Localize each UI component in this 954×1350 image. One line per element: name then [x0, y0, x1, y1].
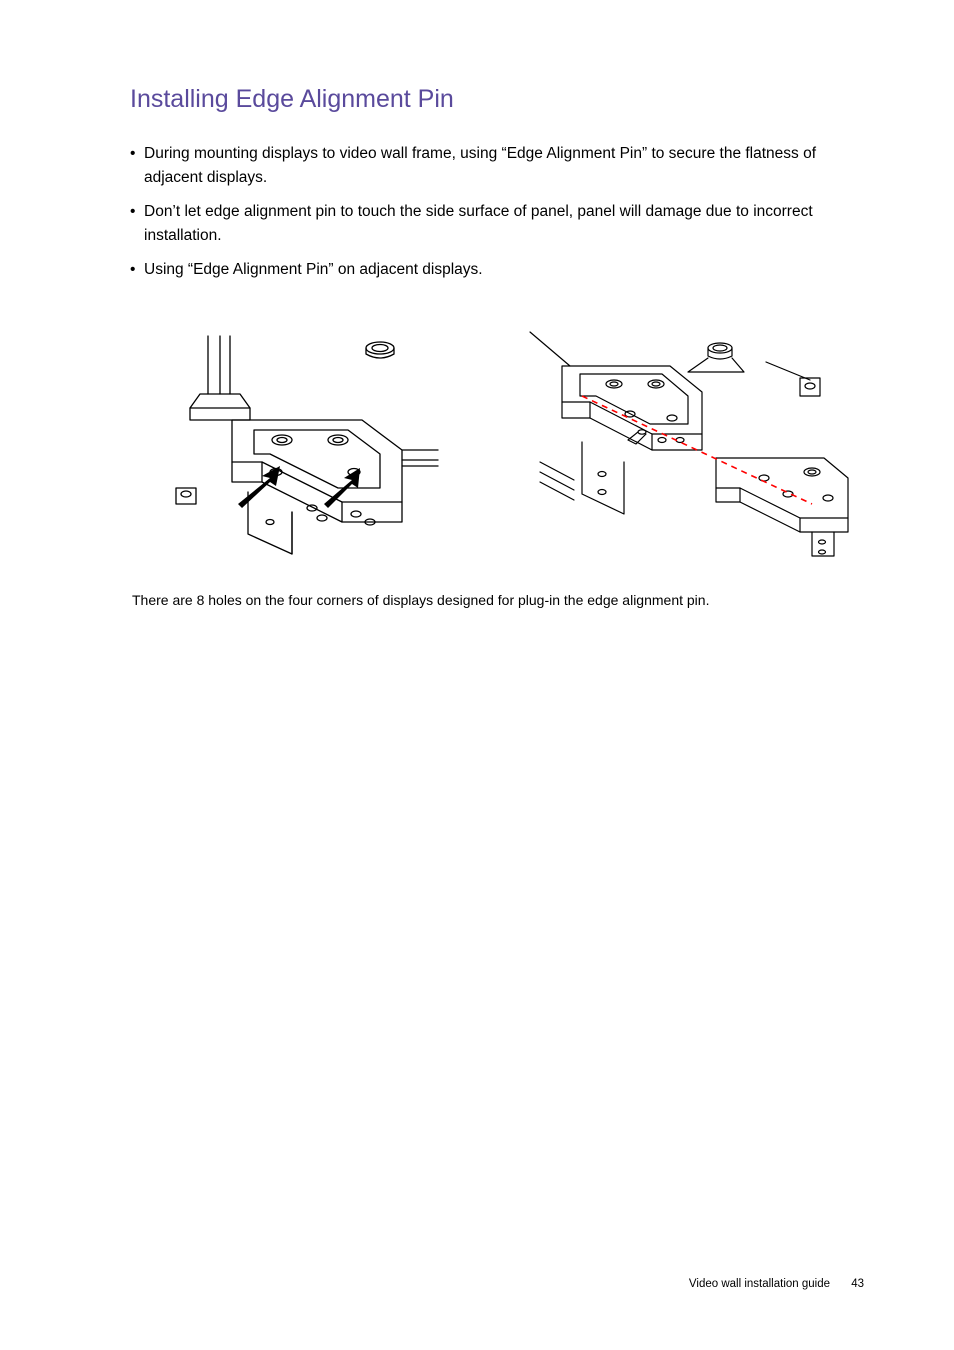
diagram-caption: There are 8 holes on the four corners of… [132, 592, 864, 608]
list-item: Using “Edge Alignment Pin” on adjacent d… [130, 258, 864, 282]
diagram-left-svg [142, 322, 482, 562]
diagram-row [130, 322, 864, 562]
instruction-list: During mounting displays to video wall f… [130, 142, 864, 282]
diagram-right [512, 322, 852, 562]
footer-page-number: 43 [851, 1278, 864, 1290]
list-item: Don’t let edge alignment pin to touch th… [130, 200, 864, 248]
diagram-left [142, 322, 482, 562]
page-footer: Video wall installation guide 43 [689, 1278, 864, 1290]
page-container: Installing Edge Alignment Pin During mou… [0, 0, 954, 1350]
list-item: During mounting displays to video wall f… [130, 142, 864, 190]
footer-label: Video wall installation guide [689, 1278, 830, 1290]
diagram-right-svg [512, 322, 852, 562]
section-heading: Installing Edge Alignment Pin [130, 85, 864, 114]
